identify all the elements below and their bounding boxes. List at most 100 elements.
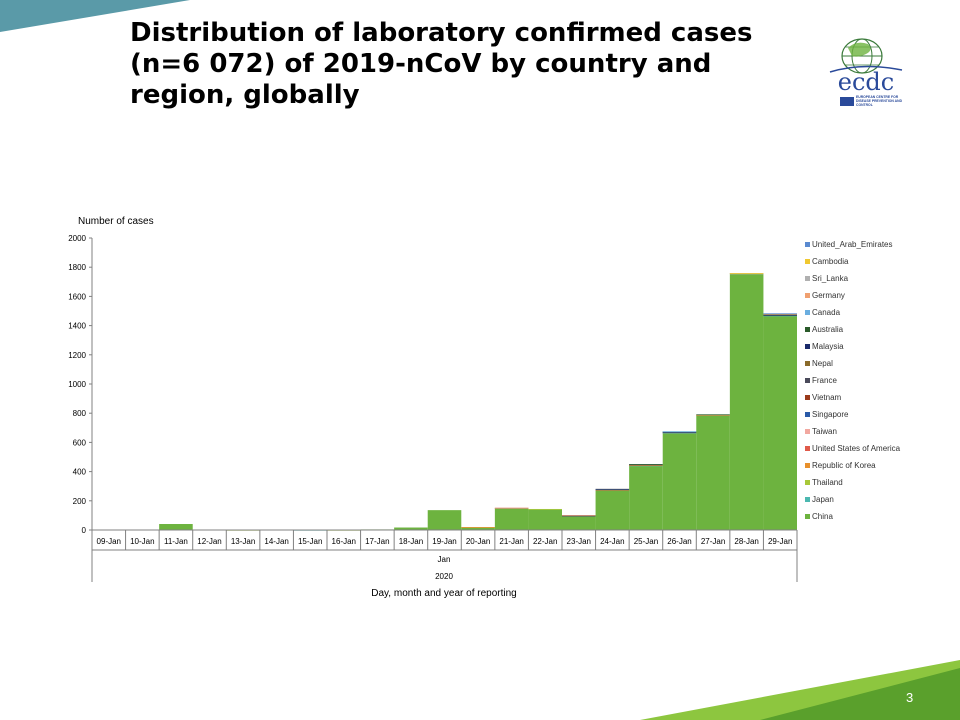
legend-swatch (805, 361, 810, 366)
bar-segment-australia (629, 464, 663, 465)
bar-segment-germany (763, 313, 797, 315)
legend-label: Singapore (812, 410, 849, 419)
y-tick-label: 600 (73, 438, 87, 447)
bar-segment-australia (763, 314, 797, 316)
y-axis-label: Number of cases (78, 216, 154, 227)
month-label: Jan (438, 555, 451, 564)
bar-segment-singapore (595, 489, 630, 491)
legend-label: Nepal (812, 359, 833, 368)
y-tick-label: 1200 (68, 351, 86, 360)
bar-segment-japan (763, 315, 797, 317)
x-tick-label: 21-Jan (499, 537, 523, 546)
bottom-right-accent-dark (760, 668, 960, 720)
legend-swatch (805, 497, 810, 502)
bar-segment-france (595, 488, 630, 490)
bar-segment-china (562, 515, 596, 530)
bar-segment-china (528, 509, 562, 530)
legend-label: Cambodia (812, 257, 849, 266)
bar-segment-china (595, 489, 630, 530)
y-tick-label: 1400 (68, 322, 86, 331)
legend-label: China (812, 512, 833, 521)
x-tick-label: 09-Jan (97, 537, 121, 546)
x-axis-label: Day, month and year of reporting (371, 588, 516, 599)
x-tick-label: 20-Jan (466, 537, 490, 546)
slide-title: Distribution of laboratory confirmed cas… (130, 18, 753, 110)
x-tick-label: 15-Jan (298, 537, 322, 546)
legend-label: Australia (812, 325, 844, 334)
legend-label: Malaysia (812, 342, 844, 351)
legend-swatch (805, 480, 810, 485)
bar-segment-china (394, 527, 428, 530)
bar-segment-canada (662, 431, 697, 433)
logo-subtext: EUROPEAN CENTRE FOR DISEASE PREVENTION A… (856, 95, 903, 107)
legend-swatch (805, 412, 810, 417)
legend-swatch (805, 344, 810, 349)
bar-segment-nepal (629, 464, 663, 466)
y-axis-ticks: 0 200 400 600 800 1000 1200 1400 1600 1800 2000 (68, 234, 93, 535)
y-tick-label: 2000 (68, 234, 86, 243)
eu-flag-icon (840, 97, 854, 106)
bars (159, 273, 797, 531)
legend-label: Taiwan (812, 427, 837, 436)
bar-segment-china (461, 527, 495, 530)
x-tick-label: 23-Jan (567, 537, 591, 546)
legend-label: Republic of Korea (812, 461, 876, 470)
bar-segment-china (427, 510, 462, 530)
legend-label: Japan (812, 495, 834, 504)
legend-swatch (805, 514, 810, 519)
x-tick-label: 14-Jan (264, 537, 288, 546)
logo-text: ecdc (838, 68, 894, 96)
legend-label: Thailand (812, 478, 843, 487)
x-tick-label: 29-Jan (768, 537, 792, 546)
legend-swatch (805, 242, 810, 247)
x-tick-label: 19-Jan (432, 537, 456, 546)
x-tick-label: 11-Jan (164, 537, 188, 546)
bar-segment-cambodia (729, 273, 764, 274)
bar-segment-thailand (528, 508, 562, 510)
top-left-accent (0, 0, 190, 32)
x-tick-label: 28-Jan (734, 537, 758, 546)
globe-icon (829, 38, 903, 74)
legend-swatch (805, 310, 810, 315)
x-tick-label: 22-Jan (533, 537, 557, 546)
bar-segment-china (662, 432, 697, 530)
bar-segment-vietnam (562, 515, 596, 517)
legend-label: United_Arab_Emirates (812, 240, 892, 249)
bar-segment-china (629, 465, 663, 530)
bar-segment-republic-of-korea (696, 414, 730, 416)
x-axis: 09-Jan 10-Jan 11-Jan 12-Jan 13-Jan 14-Jan 15-J… (91, 529, 798, 582)
bar-segment-united-arab-emirates (763, 313, 797, 315)
legend-swatch (805, 446, 810, 451)
x-tick-label: 17-Jan (365, 537, 389, 546)
legend: United_Arab_Emirates Cambodia Sri_Lanka Ger… (805, 240, 901, 521)
legend-label: United States of America (812, 444, 901, 453)
y-tick-label: 200 (73, 497, 87, 506)
bar-segment-china (494, 507, 529, 530)
y-tick-label: 1800 (68, 263, 86, 272)
legend-label: Germany (812, 291, 845, 300)
legend-swatch (805, 327, 810, 332)
legend-swatch (805, 463, 810, 468)
bar-segment-malaysia (662, 431, 697, 433)
x-tick-label: 18-Jan (399, 537, 423, 546)
x-tick-label: 24-Jan (600, 537, 624, 546)
x-tick-label: 27-Jan (701, 537, 725, 546)
y-tick-label: 0 (82, 526, 87, 535)
bar-segment-china (159, 524, 193, 530)
bar-segment-china (696, 415, 730, 530)
year-label: 2020 (435, 572, 453, 581)
y-tick-label: 400 (73, 468, 87, 477)
bar-segment-republic-of-korea (461, 527, 495, 528)
x-tick-label: 16-Jan (332, 537, 356, 546)
bar-segment-china (729, 274, 764, 530)
cases-stacked-bar-chart: Number of cases 0 200 400 600 800 1000 1200 140… (68, 216, 901, 599)
bar-segment-taiwan (494, 507, 529, 509)
x-tick-label: 10-Jan (130, 537, 154, 546)
x-tick-label: 12-Jan (197, 537, 221, 546)
legend-label: France (812, 376, 837, 385)
x-tick-label: 13-Jan (231, 537, 255, 546)
x-tick-label: 25-Jan (634, 537, 658, 546)
y-tick-label: 1600 (68, 292, 86, 301)
